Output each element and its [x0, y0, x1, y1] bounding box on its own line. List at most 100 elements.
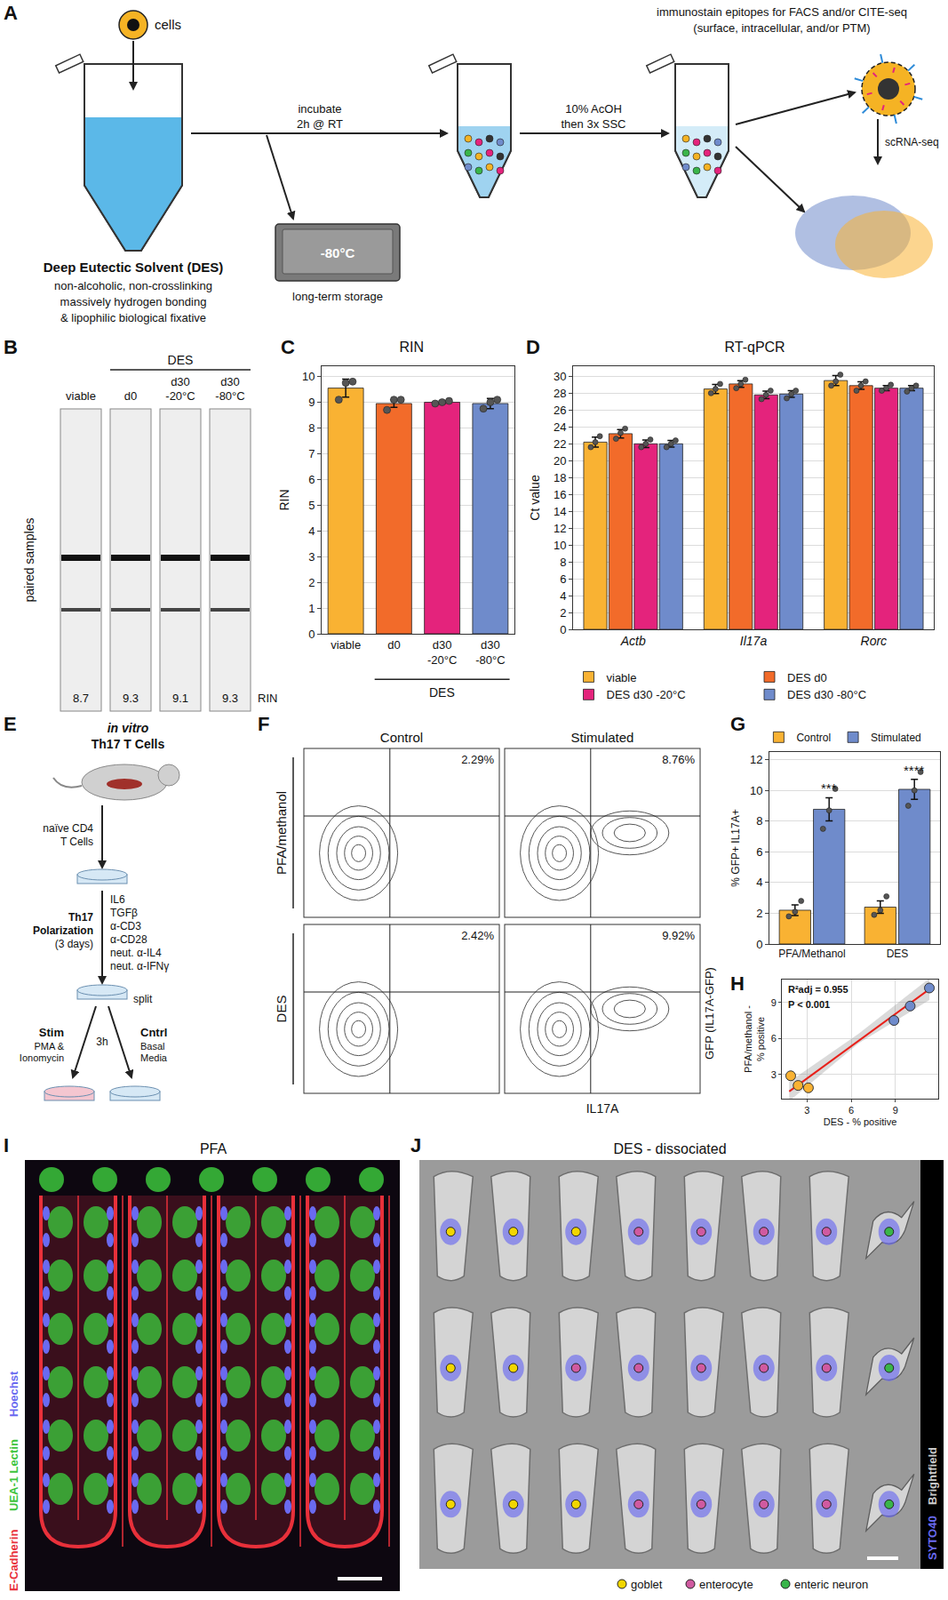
svg-text:α-CD3: α-CD3 — [110, 919, 142, 933]
svg-text:d0: d0 — [124, 389, 137, 403]
svg-text:3h: 3h — [95, 1035, 108, 1048]
svg-text:10: 10 — [553, 538, 566, 552]
svg-text:Th17 T Cells: Th17 T Cells — [91, 736, 166, 751]
svg-text:Stimulated: Stimulated — [870, 731, 922, 744]
svg-text:SYTO40: SYTO40 — [925, 1514, 940, 1560]
svg-text:viable: viable — [65, 389, 96, 403]
svg-text:-80°C: -80°C — [320, 245, 356, 261]
svg-text:7: 7 — [308, 446, 315, 461]
svg-text:5: 5 — [308, 498, 315, 512]
svg-text:10: 10 — [749, 783, 763, 797]
svg-text:E: E — [3, 712, 17, 735]
svg-text:DES: DES — [886, 947, 909, 960]
svg-text:enteric neuron: enteric neuron — [794, 1577, 869, 1591]
svg-text:3: 3 — [308, 549, 315, 564]
svg-text:Media: Media — [140, 1051, 168, 1063]
svg-text:split: split — [133, 992, 153, 1005]
svg-text:Actb: Actb — [620, 633, 646, 648]
svg-text:Polarization: Polarization — [32, 924, 94, 937]
svg-text:Cntrl: Cntrl — [140, 1025, 168, 1039]
svg-text:P < 0.001: P < 0.001 — [788, 998, 830, 1010]
svg-text:Stim: Stim — [39, 1025, 64, 1039]
svg-text:9.3: 9.3 — [122, 691, 139, 705]
svg-text:6: 6 — [771, 1032, 777, 1044]
svg-text:d0: d0 — [387, 637, 400, 652]
svg-text:F: F — [257, 712, 270, 735]
svg-text:neut. α-IFNγ: neut. α-IFNγ — [110, 959, 169, 972]
svg-text:2.42%: 2.42% — [461, 928, 494, 942]
svg-text:DES - % positive: DES - % positive — [823, 1115, 898, 1127]
svg-text:IL6: IL6 — [110, 892, 126, 906]
svg-text:4: 4 — [559, 589, 566, 603]
svg-text:B: B — [3, 335, 18, 359]
svg-text:***: *** — [820, 780, 837, 796]
svg-text:2: 2 — [756, 906, 763, 920]
svg-text:0: 0 — [559, 622, 566, 637]
svg-text:20: 20 — [553, 454, 566, 468]
svg-text:9.1: 9.1 — [172, 691, 189, 705]
svg-text:PFA: PFA — [199, 1140, 228, 1156]
svg-text:Ionomycin: Ionomycin — [19, 1051, 64, 1063]
svg-text:8: 8 — [756, 813, 763, 828]
svg-text:G: G — [730, 712, 746, 735]
svg-text:enterocyte: enterocyte — [699, 1577, 754, 1591]
svg-text:DES: DES — [167, 352, 194, 367]
svg-text:6: 6 — [308, 472, 315, 486]
svg-text:Hoechst: Hoechst — [7, 1370, 21, 1417]
svg-text:% GFP+ IL17A+: % GFP+ IL17A+ — [729, 808, 742, 886]
svg-text:2: 2 — [559, 605, 566, 620]
svg-text:PFA/methanol: PFA/methanol — [273, 790, 289, 875]
svg-text:Basal: Basal — [140, 1040, 166, 1052]
svg-text:DES - dissociated: DES - dissociated — [613, 1140, 726, 1156]
svg-text:naïve CD4: naïve CD4 — [42, 821, 94, 835]
svg-text:12: 12 — [553, 521, 566, 535]
svg-text:α-CD28: α-CD28 — [110, 932, 148, 946]
svg-text:DES d30 -80°C: DES d30 -80°C — [787, 687, 867, 702]
svg-text:d30: d30 — [170, 374, 191, 389]
svg-text:6: 6 — [559, 572, 566, 586]
svg-text:Brightfield: Brightfield — [925, 1446, 940, 1505]
svg-text:Control: Control — [380, 729, 423, 745]
svg-text:RIN: RIN — [277, 488, 292, 510]
svg-text:non-alcoholic, non-crosslinkin: non-alcoholic, non-crosslinking — [54, 278, 213, 293]
svg-text:in vitro: in vitro — [107, 720, 150, 735]
svg-text:TGFβ: TGFβ — [110, 906, 138, 919]
svg-text:UEA-1 Lectin: UEA-1 Lectin — [7, 1438, 21, 1511]
svg-text:9: 9 — [308, 395, 315, 409]
svg-text:Ct value: Ct value — [527, 474, 542, 521]
svg-text:neut. α-IL4: neut. α-IL4 — [110, 946, 162, 959]
svg-text:28: 28 — [553, 386, 566, 400]
svg-text:1: 1 — [308, 601, 315, 615]
svg-text:cells: cells — [154, 16, 182, 32]
svg-text:2h @ RT: 2h @ RT — [296, 117, 343, 131]
svg-text:12: 12 — [749, 752, 763, 766]
svg-text:T Cells: T Cells — [60, 835, 94, 848]
svg-text:RT-qPCR: RT-qPCR — [724, 339, 786, 355]
svg-text:0: 0 — [308, 627, 315, 641]
svg-text:RIN: RIN — [257, 691, 278, 705]
svg-text:J: J — [410, 1133, 422, 1156]
svg-text:8: 8 — [308, 421, 315, 435]
svg-text:Stimulated: Stimulated — [571, 729, 635, 745]
svg-text:DES: DES — [429, 685, 455, 700]
svg-text:D: D — [525, 335, 541, 359]
svg-text:8.76%: 8.76% — [661, 752, 695, 766]
svg-text:goblet: goblet — [630, 1577, 663, 1591]
svg-text:Rorc: Rorc — [860, 633, 888, 648]
svg-text:R²adj = 0.955: R²adj = 0.955 — [788, 983, 849, 995]
svg-text:(3 days): (3 days) — [55, 937, 94, 950]
svg-text:3: 3 — [771, 1068, 777, 1080]
svg-text:9.92%: 9.92% — [661, 928, 695, 942]
svg-text:d30: d30 — [220, 374, 240, 389]
svg-text:DES d0: DES d0 — [787, 670, 828, 685]
svg-text:d30-20°C: d30-20°C — [427, 637, 457, 667]
svg-text:14: 14 — [553, 504, 566, 518]
svg-text:24: 24 — [553, 420, 566, 434]
svg-text:PFA/Methanol: PFA/Methanol — [778, 947, 845, 960]
svg-text:6: 6 — [848, 1104, 854, 1116]
svg-text:viable: viable — [330, 637, 361, 652]
svg-text:2: 2 — [308, 575, 315, 590]
svg-text:16: 16 — [553, 487, 566, 502]
svg-text:C: C — [280, 335, 295, 359]
svg-text:Control: Control — [796, 731, 831, 744]
